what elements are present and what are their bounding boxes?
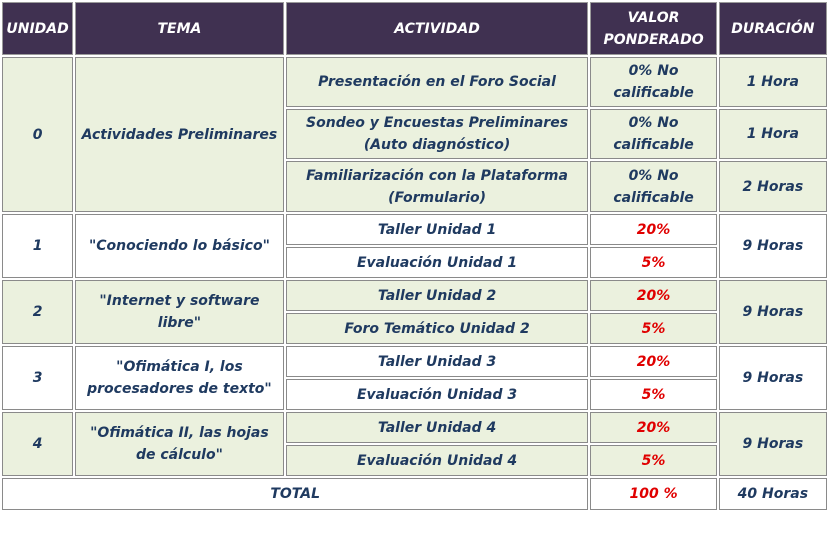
activity-cell: Taller Unidad 1 <box>285 214 589 245</box>
activity-line: Presentación en el Foro Social <box>318 74 556 90</box>
value-line: 0% No <box>628 63 679 79</box>
unit-number: 4 <box>2 412 74 476</box>
activity-line: (Formulario) <box>388 189 486 206</box>
table-row: 0 Actividades Preliminares Presentación … <box>2 57 827 212</box>
unit-topic: Actividades Preliminares <box>75 57 284 212</box>
total-value: 100 % <box>590 478 717 510</box>
unit-topic: "Ofimática I, los procesadores de texto" <box>75 346 284 410</box>
activity-cell: Evaluación Unidad 1 <box>285 247 589 278</box>
activity-cell: Evaluación Unidad 3 <box>285 379 589 410</box>
value-line: 0% No <box>628 115 679 131</box>
value-line: calificable <box>613 137 694 153</box>
header-valor-line2: PONDERADO <box>603 31 704 48</box>
topic-line: libre" <box>157 315 202 331</box>
value-cell: 20% <box>590 412 717 443</box>
unit-topic: "Ofimática II, las hojas de cálculo" <box>75 412 284 476</box>
activity-line: Sondeo y Encuestas Preliminares <box>306 115 569 131</box>
unit-number: 2 <box>2 280 74 344</box>
value-cell: 20% <box>590 280 717 311</box>
unit-topic: "Conociendo lo básico" <box>75 214 284 278</box>
value-cell: 0% No calificable <box>590 161 717 212</box>
value-cell: 5% <box>590 247 717 278</box>
header-valor: VALOR PONDERADO <box>590 2 717 55</box>
header-row: UNIDAD TEMA ACTIVIDAD VALOR PONDERADO DUR… <box>2 2 827 55</box>
header-valor-line1: VALOR <box>627 9 680 26</box>
duration-cell: 9 Horas <box>718 412 827 476</box>
table-row: Familiarización con la Plataforma (Formul… <box>2 161 827 212</box>
duration-cell: 9 Horas <box>718 280 827 344</box>
value-cell: 0% No calificable <box>590 57 717 107</box>
table-row: 3 "Ofimática I, los procesadores de texto… <box>2 346 827 410</box>
topic-line: "Ofimática II, las hojas <box>90 425 269 441</box>
header-tema: TEMA <box>75 2 284 55</box>
course-schedule-table: UNIDAD TEMA ACTIVIDAD VALOR PONDERADO DUR… <box>2 2 827 510</box>
activity-line: Familiarización con la Plataforma <box>306 167 568 184</box>
activity-cell: Taller Unidad 4 <box>285 412 589 443</box>
duration-cell: 1 Hora <box>718 57 827 107</box>
total-label: TOTAL <box>2 478 589 510</box>
unit-number: 3 <box>2 346 74 410</box>
value-cell: 5% <box>590 313 717 344</box>
topic-line: "Ofimática I, los <box>116 359 243 375</box>
table-row: Evaluación Unidad 1 5% <box>2 247 827 278</box>
table-row: 1 "Conociendo lo básico" Taller Unidad 1… <box>2 214 827 278</box>
value-cell: 20% <box>590 346 717 377</box>
duration-cell: 9 Horas <box>718 346 827 410</box>
header-duracion: DURACIÓN <box>718 2 827 55</box>
value-cell: 5% <box>590 445 717 476</box>
total-row: TOTAL 100 % 40 Horas <box>2 478 827 510</box>
table-row: Foro Temático Unidad 2 5% <box>2 313 827 344</box>
unit-number: 1 <box>2 214 74 278</box>
table-row: 2 "Internet y software libre" Taller Unid… <box>2 280 827 344</box>
header-actividad: ACTIVIDAD <box>285 2 589 55</box>
duration-cell: 2 Horas <box>718 161 827 212</box>
table-row: 4 "Ofimática II, las hojas de cálculo" Ta… <box>2 412 827 476</box>
activity-cell: Sondeo y Encuestas Preliminares (Auto dia… <box>285 109 589 159</box>
header-unidad: UNIDAD <box>2 2 74 55</box>
total-duration: 40 Horas <box>718 478 827 510</box>
duration-cell: 9 Horas <box>718 214 827 278</box>
activity-cell: Familiarización con la Plataforma (Formul… <box>285 161 589 212</box>
value-line: calificable <box>613 189 694 206</box>
value-line: 0% No <box>628 167 679 184</box>
duration-cell: 1 Hora <box>718 109 827 159</box>
unit-topic: "Internet y software libre" <box>75 280 284 344</box>
table-row: Sondeo y Encuestas Preliminares (Auto dia… <box>2 109 827 159</box>
topic-line: de cálculo" <box>135 447 223 463</box>
value-line: calificable <box>613 85 694 101</box>
value-cell: 5% <box>590 379 717 410</box>
value-cell: 20% <box>590 214 717 245</box>
activity-cell: Taller Unidad 2 <box>285 280 589 311</box>
activity-cell: Presentación en el Foro Social <box>285 57 589 107</box>
topic-line: procesadores de texto" <box>87 381 272 397</box>
table-row: Evaluación Unidad 4 5% <box>2 445 827 476</box>
activity-cell: Taller Unidad 3 <box>285 346 589 377</box>
unit-number: 0 <box>2 57 74 212</box>
activity-cell: Foro Temático Unidad 2 <box>285 313 589 344</box>
activity-cell: Evaluación Unidad 4 <box>285 445 589 476</box>
topic-line: "Internet y software <box>99 293 260 309</box>
value-cell: 0% No calificable <box>590 109 717 159</box>
table-row: Evaluación Unidad 3 5% <box>2 379 827 410</box>
activity-line: (Auto diagnóstico) <box>363 137 511 153</box>
